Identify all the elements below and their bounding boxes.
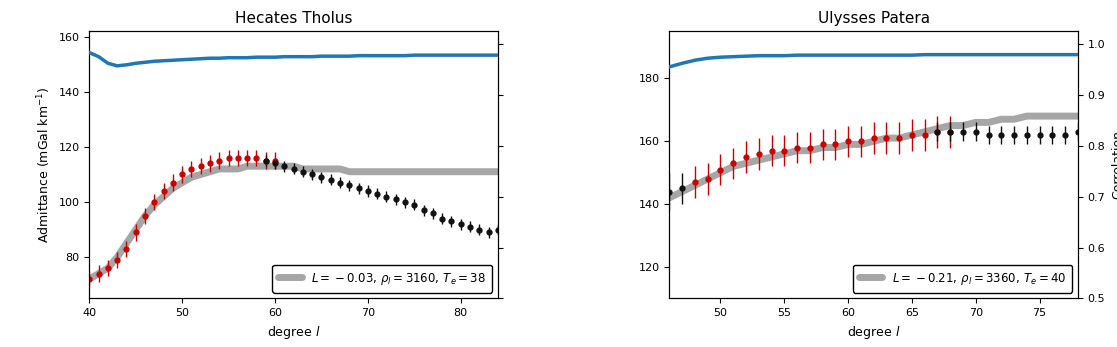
Title: Ulysses Patera: Ulysses Patera <box>818 11 929 26</box>
$L = -0.21,\, \rho_l = 3360,\, T_e = 40$ <box>918 130 932 134</box>
$L = -0.21,\, \rho_l = 3360,\, T_e = 40$ <box>1020 114 1033 118</box>
$L = -0.03,\, \rho_l = 3160,\, T_e = 38$ <box>139 214 152 218</box>
$L = -0.21,\, \rho_l = 3360,\, T_e = 40$ <box>739 161 753 165</box>
$L = -0.03,\, \rho_l = 3160,\, T_e = 38$ <box>287 164 300 168</box>
$L = -0.03,\, \rho_l = 3160,\, T_e = 38$ <box>278 164 292 168</box>
$L = -0.21,\, \rho_l = 3360,\, T_e = 40$ <box>1059 114 1072 118</box>
$L = -0.21,\, \rho_l = 3360,\, T_e = 40$ <box>765 155 779 159</box>
$L = -0.03,\, \rho_l = 3160,\, T_e = 38$ <box>83 277 96 281</box>
$L = -0.03,\, \rho_l = 3160,\, T_e = 38$ <box>231 167 245 171</box>
$L = -0.03,\, \rho_l = 3160,\, T_e = 38$ <box>333 167 346 171</box>
$L = -0.21,\, \rho_l = 3360,\, T_e = 40$ <box>905 133 918 137</box>
$L = -0.03,\, \rho_l = 3160,\, T_e = 38$ <box>464 170 477 174</box>
Y-axis label: Admittance (mGal km$^{-1}$): Admittance (mGal km$^{-1}$) <box>36 86 52 243</box>
$L = -0.03,\, \rho_l = 3160,\, T_e = 38$ <box>212 167 226 171</box>
$L = -0.21,\, \rho_l = 3360,\, T_e = 40$ <box>880 136 894 140</box>
$L = -0.03,\, \rho_l = 3160,\, T_e = 38$ <box>481 170 495 174</box>
$L = -0.03,\, \rho_l = 3160,\, T_e = 38$ <box>102 266 115 270</box>
$L = -0.03,\, \rho_l = 3160,\, T_e = 38$ <box>222 167 236 171</box>
$L = -0.03,\, \rho_l = 3160,\, T_e = 38$ <box>427 170 440 174</box>
$L = -0.21,\, \rho_l = 3360,\, T_e = 40$ <box>829 145 842 150</box>
$L = -0.03,\, \rho_l = 3160,\, T_e = 38$ <box>389 170 402 174</box>
$L = -0.21,\, \rho_l = 3360,\, T_e = 40$ <box>970 120 983 125</box>
$L = -0.03,\, \rho_l = 3160,\, T_e = 38$ <box>436 170 449 174</box>
$L = -0.03,\, \rho_l = 3160,\, T_e = 38$ <box>259 164 273 168</box>
$L = -0.21,\, \rho_l = 3360,\, T_e = 40$ <box>701 177 715 181</box>
$L = -0.03,\, \rho_l = 3160,\, T_e = 38$ <box>250 164 264 168</box>
$L = -0.21,\, \rho_l = 3360,\, T_e = 40$ <box>841 142 855 146</box>
Line: $L = -0.21,\, \rho_l = 3360,\, T_e = 40$: $L = -0.21,\, \rho_l = 3360,\, T_e = 40$ <box>669 116 1078 198</box>
$L = -0.03,\, \rho_l = 3160,\, T_e = 38$ <box>240 164 254 168</box>
$L = -0.03,\, \rho_l = 3160,\, T_e = 38$ <box>147 203 161 207</box>
Legend: $L = -0.03,\, \rho_l = 3160,\, T_e = 38$: $L = -0.03,\, \rho_l = 3160,\, T_e = 38$ <box>273 265 491 293</box>
$L = -0.03,\, \rho_l = 3160,\, T_e = 38$ <box>166 186 180 190</box>
X-axis label: degree $l$: degree $l$ <box>847 324 900 341</box>
$L = -0.21,\, \rho_l = 3360,\, T_e = 40$ <box>726 164 739 169</box>
Legend: $L = -0.21,\, \rho_l = 3360,\, T_e = 40$: $L = -0.21,\, \rho_l = 3360,\, T_e = 40$ <box>852 265 1072 293</box>
$L = -0.21,\, \rho_l = 3360,\, T_e = 40$ <box>944 124 957 128</box>
Y-axis label: Correlation: Correlation <box>1111 130 1117 199</box>
$L = -0.03,\, \rho_l = 3160,\, T_e = 38$ <box>324 167 337 171</box>
$L = -0.21,\, \rho_l = 3360,\, T_e = 40$ <box>867 139 880 143</box>
$L = -0.21,\, \rho_l = 3360,\, T_e = 40$ <box>791 149 804 153</box>
$L = -0.03,\, \rho_l = 3160,\, T_e = 38$ <box>343 170 356 174</box>
$L = -0.03,\, \rho_l = 3160,\, T_e = 38$ <box>156 194 170 198</box>
$L = -0.03,\, \rho_l = 3160,\, T_e = 38$ <box>203 170 217 174</box>
$L = -0.21,\, \rho_l = 3360,\, T_e = 40$ <box>982 120 995 125</box>
$L = -0.03,\, \rho_l = 3160,\, T_e = 38$ <box>184 175 198 179</box>
$L = -0.03,\, \rho_l = 3160,\, T_e = 38$ <box>268 164 281 168</box>
$L = -0.21,\, \rho_l = 3360,\, T_e = 40$ <box>676 189 689 194</box>
X-axis label: degree $l$: degree $l$ <box>267 324 321 341</box>
$L = -0.03,\, \rho_l = 3160,\, T_e = 38$ <box>491 170 505 174</box>
$L = -0.03,\, \rho_l = 3160,\, T_e = 38$ <box>130 228 143 232</box>
$L = -0.03,\, \rho_l = 3160,\, T_e = 38$ <box>92 272 105 276</box>
$L = -0.03,\, \rho_l = 3160,\, T_e = 38$ <box>194 172 208 177</box>
$L = -0.03,\, \rho_l = 3160,\, T_e = 38$ <box>399 170 412 174</box>
$L = -0.03,\, \rho_l = 3160,\, T_e = 38$ <box>417 170 430 174</box>
$L = -0.03,\, \rho_l = 3160,\, T_e = 38$ <box>380 170 393 174</box>
$L = -0.21,\, \rho_l = 3360,\, T_e = 40$ <box>688 183 701 187</box>
$L = -0.21,\, \rho_l = 3360,\, T_e = 40$ <box>777 152 791 156</box>
Line: $L = -0.03,\, \rho_l = 3160,\, T_e = 38$: $L = -0.03,\, \rho_l = 3160,\, T_e = 38$ <box>89 166 498 279</box>
$L = -0.03,\, \rho_l = 3160,\, T_e = 38$ <box>315 167 328 171</box>
$L = -0.21,\, \rho_l = 3360,\, T_e = 40$ <box>855 142 868 146</box>
$L = -0.21,\, \rho_l = 3360,\, T_e = 40$ <box>1008 117 1021 121</box>
$L = -0.03,\, \rho_l = 3160,\, T_e = 38$ <box>175 181 189 185</box>
$L = -0.21,\, \rho_l = 3360,\, T_e = 40$ <box>752 158 765 162</box>
$L = -0.03,\, \rho_l = 3160,\, T_e = 38$ <box>111 255 124 259</box>
$L = -0.21,\, \rho_l = 3360,\, T_e = 40$ <box>803 149 817 153</box>
$L = -0.03,\, \rho_l = 3160,\, T_e = 38$ <box>361 170 374 174</box>
$L = -0.21,\, \rho_l = 3360,\, T_e = 40$ <box>930 127 944 131</box>
$L = -0.21,\, \rho_l = 3360,\, T_e = 40$ <box>956 124 970 128</box>
$L = -0.21,\, \rho_l = 3360,\, T_e = 40$ <box>994 117 1008 121</box>
$L = -0.21,\, \rho_l = 3360,\, T_e = 40$ <box>1046 114 1059 118</box>
$L = -0.03,\, \rho_l = 3160,\, T_e = 38$ <box>352 170 365 174</box>
$L = -0.03,\, \rho_l = 3160,\, T_e = 38$ <box>445 170 458 174</box>
Title: Hecates Tholus: Hecates Tholus <box>235 11 352 26</box>
$L = -0.03,\, \rho_l = 3160,\, T_e = 38$ <box>408 170 421 174</box>
$L = -0.03,\, \rho_l = 3160,\, T_e = 38$ <box>120 241 133 245</box>
$L = -0.03,\, \rho_l = 3160,\, T_e = 38$ <box>371 170 384 174</box>
$L = -0.03,\, \rho_l = 3160,\, T_e = 38$ <box>305 167 318 171</box>
$L = -0.03,\, \rho_l = 3160,\, T_e = 38$ <box>472 170 486 174</box>
$L = -0.21,\, \rho_l = 3360,\, T_e = 40$ <box>1071 114 1085 118</box>
$L = -0.21,\, \rho_l = 3360,\, T_e = 40$ <box>662 196 676 200</box>
$L = -0.21,\, \rho_l = 3360,\, T_e = 40$ <box>714 171 727 175</box>
$L = -0.21,\, \rho_l = 3360,\, T_e = 40$ <box>815 145 829 150</box>
$L = -0.21,\, \rho_l = 3360,\, T_e = 40$ <box>1033 114 1047 118</box>
$L = -0.03,\, \rho_l = 3160,\, T_e = 38$ <box>296 167 309 171</box>
$L = -0.03,\, \rho_l = 3160,\, T_e = 38$ <box>454 170 467 174</box>
$L = -0.21,\, \rho_l = 3360,\, T_e = 40$ <box>892 136 906 140</box>
